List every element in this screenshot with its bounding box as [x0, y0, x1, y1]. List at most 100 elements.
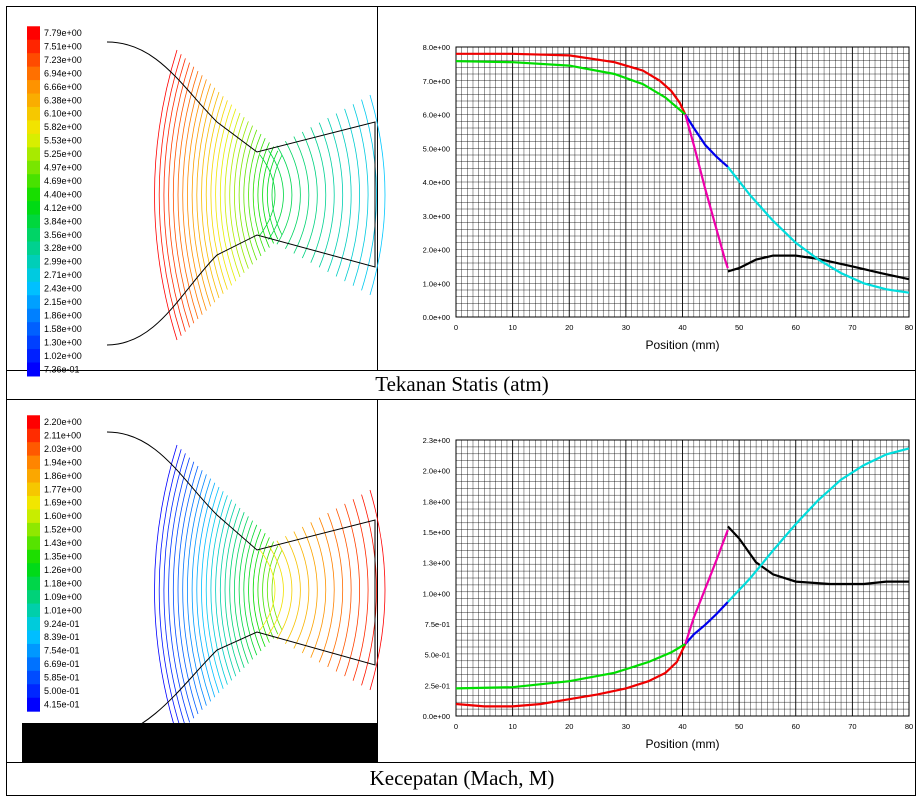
contour-line	[234, 121, 249, 269]
contour-line	[229, 512, 245, 668]
colorbar-swatch	[27, 469, 40, 484]
colorbar-label: 4.12e+00	[44, 203, 82, 213]
colorbar-swatch	[27, 415, 40, 430]
contour-line	[234, 516, 249, 664]
contour-line	[252, 533, 266, 647]
colorbar-swatch	[27, 254, 40, 269]
contour-line	[201, 91, 220, 299]
series-line-1	[455, 643, 686, 690]
x-tick-label: 70	[848, 323, 856, 332]
contour-line	[285, 140, 301, 250]
colorbar-label: 2.15e+00	[44, 297, 82, 307]
pressure-contour-lines	[154, 49, 386, 341]
contour-line	[205, 491, 224, 689]
contour-line	[301, 131, 318, 259]
contour-line	[201, 486, 220, 694]
pressure-contour-plot: 7.79e+00 7.51e+00 7.23e+00 6.94e+00 6.66e+00…	[27, 26, 386, 377]
mach-colorbar: 2.20e+00 2.11e+00 2.03e+00 1.94e+00 1.86e+00…	[27, 415, 82, 712]
contour-line	[271, 154, 283, 236]
colorbar-label: 1.30e+00	[44, 337, 82, 347]
colorbar-swatch	[27, 201, 40, 216]
contour-line	[293, 136, 310, 254]
y-tick-label: 2.3e+00	[423, 436, 450, 445]
contour-line	[154, 49, 178, 341]
series-line-3	[684, 114, 729, 269]
contour-line	[187, 79, 207, 311]
colorbar-swatch	[27, 66, 40, 81]
contour-line	[182, 75, 203, 315]
colorbar-swatch	[27, 295, 40, 310]
contour-line	[238, 520, 253, 660]
y-tick-label: 1.8e+00	[423, 497, 450, 506]
x-tick-label: 40	[678, 323, 686, 332]
colorbar-swatch	[27, 657, 40, 672]
colorbar-swatch	[27, 80, 40, 95]
contour-line	[243, 129, 258, 261]
contour-line	[182, 470, 203, 710]
colorbar-label: 3.28e+00	[44, 243, 82, 253]
x-tick-label: 50	[735, 323, 743, 332]
colorbar-swatch	[27, 590, 40, 605]
x-tick-label: 10	[508, 722, 516, 731]
contour-line	[172, 461, 195, 719]
pressure-colorbar: 7.79e+00 7.51e+00 7.23e+00 6.94e+00 6.66e+00…	[27, 26, 82, 377]
colorbar-swatch	[27, 120, 40, 135]
x-axis-label: Position (mm)	[645, 338, 719, 352]
redaction-block	[22, 723, 377, 762]
contour-line	[196, 87, 216, 303]
contour-line	[191, 478, 211, 702]
x-axis-label: Position (mm)	[645, 737, 719, 751]
x-tick-label: 40	[678, 722, 686, 731]
colorbar-swatch	[27, 26, 40, 41]
colorbar-swatch	[27, 281, 40, 296]
contour-line	[293, 531, 310, 649]
colorbar-label: 5.53e+00	[44, 136, 82, 146]
contour-line	[344, 108, 361, 282]
colorbar-swatch	[27, 630, 40, 645]
contour-line	[276, 145, 293, 245]
contour-line	[335, 113, 352, 277]
contour-line	[177, 70, 199, 320]
x-tick-label: 80	[905, 323, 913, 332]
contour-line	[215, 104, 232, 286]
colorbar-swatch	[27, 335, 40, 350]
contour-line	[163, 453, 186, 727]
contour-line	[229, 117, 245, 273]
x-tick-label: 80	[905, 722, 913, 731]
contour-line	[318, 517, 335, 663]
y-tick-label: 1.5e+00	[423, 528, 450, 537]
series-line-2	[684, 113, 729, 168]
series-line-3	[684, 529, 729, 645]
contour-line	[352, 104, 369, 286]
contour-line	[352, 499, 369, 681]
contour-line	[224, 507, 241, 673]
colorbar-label: 6.69e-01	[44, 659, 80, 669]
colorbar-label: 1.26e+00	[44, 565, 82, 575]
colorbar-swatch	[27, 482, 40, 497]
colorbar-swatch	[27, 576, 40, 591]
contour-line	[154, 444, 178, 736]
x-tick-label: 0	[454, 722, 458, 731]
colorbar-swatch	[27, 228, 40, 242]
colorbar-label: 2.20e+00	[44, 417, 82, 427]
colorbar-swatch	[27, 268, 40, 283]
contour-line	[158, 449, 182, 731]
contour-line	[301, 526, 318, 654]
contour-line	[191, 83, 211, 307]
colorbar-label: 1.77e+00	[44, 484, 82, 494]
colorbar-swatch	[27, 455, 40, 470]
contour-line	[172, 66, 195, 324]
colorbar-swatch	[27, 536, 40, 551]
colorbar-label: 1.35e+00	[44, 552, 82, 562]
colorbar-label: 5.82e+00	[44, 122, 82, 132]
y-tick-label: 1.0e+00	[423, 589, 450, 598]
colorbar-label: 6.10e+00	[44, 109, 82, 119]
colorbar-label: 4.97e+00	[44, 163, 82, 173]
series-line-2	[684, 601, 729, 645]
series-line-5	[726, 166, 910, 294]
colorbar-label: 7.23e+00	[44, 55, 82, 65]
colorbar-label: 4.15e-01	[44, 699, 80, 709]
colorbar-label: 2.99e+00	[44, 257, 82, 267]
colorbar-label: 5.00e-01	[44, 686, 80, 696]
contour-line	[168, 62, 190, 328]
